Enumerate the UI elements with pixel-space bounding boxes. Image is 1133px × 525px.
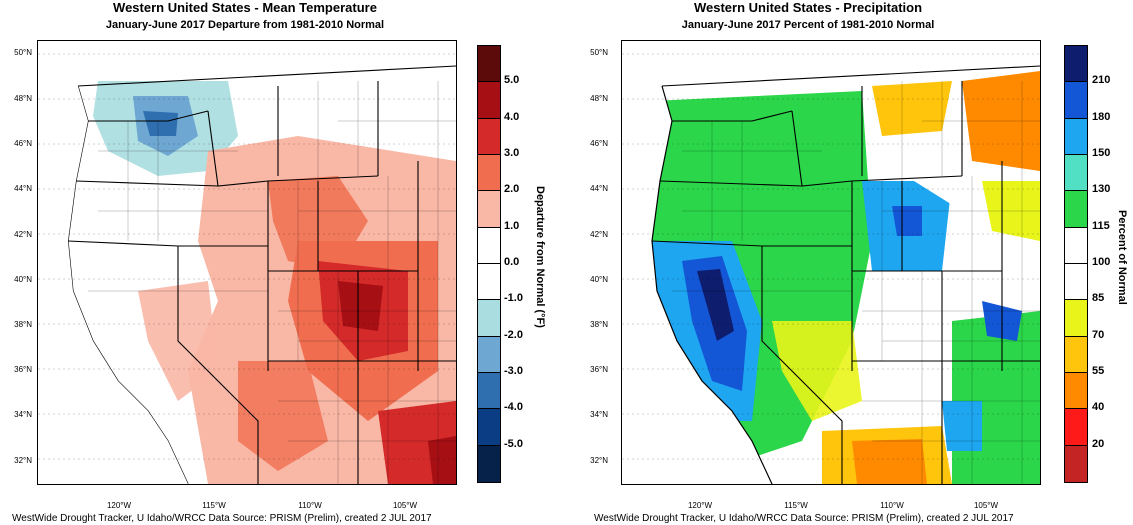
temperature-colorbar-swatch: [478, 154, 500, 192]
precipitation-state-borders: [651, 65, 1040, 484]
temperature-colorbar-swatch: [478, 263, 500, 301]
lon-label: 115°W: [202, 501, 226, 510]
precipitation-legend-tick: 40: [1092, 401, 1105, 414]
precipitation-colorbar-swatch: [1065, 154, 1087, 192]
precipitation-credit: WestWide Drought Tracker, U Idaho/WRCC D…: [594, 513, 1014, 524]
lat-label: 50°N: [590, 48, 608, 57]
lat-label: 40°N: [590, 275, 608, 284]
temperature-panel: Western United States - Mean Temperature…: [0, 0, 566, 525]
precipitation-colorbar: [1064, 45, 1088, 483]
precipitation-colorbar-swatch: [1065, 46, 1087, 83]
precipitation-coastline: [651, 85, 773, 484]
precipitation-colorbar-swatch: [1065, 191, 1087, 228]
temperature-legend-tick: -3.0: [504, 365, 523, 377]
precipitation-colorbar-swatch: [1065, 372, 1087, 410]
lat-label: 36°N: [590, 365, 608, 374]
lat-label: 50°N: [14, 48, 32, 57]
precipitation-legend-tick: 180: [1092, 110, 1111, 123]
temperature-colorbar-swatch: [478, 227, 500, 264]
precipitation-legend-tick: 150: [1092, 147, 1111, 159]
temperature-legend-tick: 5.0: [504, 74, 520, 87]
precipitation-legend-tick: 70: [1092, 328, 1105, 341]
precipitation-colorbar-swatch: [1065, 118, 1087, 155]
lat-label: 42°N: [14, 230, 32, 239]
lon-label: 110°W: [298, 501, 322, 510]
precipitation-map: [621, 40, 1041, 485]
temperature-county-lines: [88, 81, 456, 484]
temperature-title: Western United States - Mean Temperature: [113, 0, 377, 15]
precipitation-colorbar-swatch: [1065, 336, 1087, 373]
lat-label: 44°N: [14, 184, 32, 193]
temperature-legend-tick: 1.0: [504, 219, 520, 232]
temperature-legend-tick: 4.0: [504, 110, 520, 123]
temperature-colorbar-swatch: [478, 118, 500, 155]
temperature-state-borders: [67, 65, 456, 484]
lat-label: 32°N: [14, 456, 32, 465]
lon-label: 120°W: [687, 501, 713, 510]
precipitation-subtitle: January-June 2017 Percent of 1981-2010 N…: [681, 19, 935, 31]
temperature-credit: WestWide Drought Tracker, U Idaho/WRCC D…: [12, 513, 432, 524]
precipitation-panel: Western United States - Precipitation Ja…: [566, 0, 1133, 525]
temperature-legend-tick: 2.0: [504, 183, 520, 196]
lon-label: 105°W: [392, 501, 418, 510]
temperature-colorbar: [477, 45, 501, 483]
precipitation-legend-tick: 85: [1092, 292, 1105, 305]
temperature-colorbar-swatch: [478, 82, 500, 119]
temperature-legend-tick: -1.0: [504, 292, 523, 305]
lat-label: 42°N: [590, 230, 608, 239]
precipitation-legend-label: Percent of Normal: [1116, 210, 1128, 305]
temperature-legend-tick: 3.0: [504, 147, 520, 159]
lon-label: 110°W: [880, 501, 904, 510]
lat-label: 38°N: [590, 320, 608, 329]
precipitation-legend-tick: 100: [1092, 256, 1111, 268]
lon-label: 105°W: [973, 501, 999, 510]
precipitation-legend-tick: 20: [1092, 437, 1105, 450]
temperature-colorbar-swatch: [478, 46, 500, 83]
temperature-colorbar-swatch: [478, 336, 500, 373]
precipitation-colorbar-swatch: [1065, 82, 1087, 119]
lat-label: 44°N: [590, 184, 608, 193]
lat-label: 32°N: [590, 456, 608, 465]
precipitation-colorbar-swatch: [1065, 300, 1087, 337]
temperature-legend-tick: -5.0: [504, 437, 523, 450]
lat-label: 34°N: [590, 410, 608, 419]
temperature-map: [37, 40, 457, 485]
temperature-legend-tick: 0.0: [504, 256, 520, 268]
precipitation-colorbar-swatch: [1065, 445, 1087, 482]
temperature-colorbar-swatch: [478, 445, 500, 482]
precipitation-colorbar-swatch: [1065, 263, 1087, 301]
lat-label: 46°N: [14, 139, 32, 148]
lat-label: 38°N: [14, 320, 32, 329]
temperature-colorbar-swatch: [478, 300, 500, 337]
lat-label: 46°N: [590, 139, 608, 148]
precipitation-fill: [647, 71, 1040, 484]
lon-label: 120°W: [106, 501, 132, 510]
lat-label: 36°N: [14, 365, 32, 374]
temperature-subtitle: January-June 2017 Departure from 1981-20…: [105, 19, 385, 31]
precipitation-legend-tick: 130: [1092, 183, 1111, 196]
temperature-colorbar-swatch: [478, 409, 500, 446]
lat-label: 34°N: [14, 410, 32, 419]
precipitation-county-lines: [672, 81, 1040, 484]
lat-label: 48°N: [590, 94, 608, 103]
temperature-anomaly-fill: [93, 81, 456, 484]
lat-label: 48°N: [14, 94, 32, 103]
precipitation-colorbar-swatch: [1065, 227, 1087, 264]
precipitation-legend-tick: 115: [1092, 219, 1110, 232]
precipitation-legend-tick: 210: [1092, 74, 1111, 87]
precipitation-legend-tick: 55: [1092, 365, 1105, 377]
temperature-legend-tick: -4.0: [504, 401, 523, 414]
precipitation-title: Western United States - Precipitation: [693, 0, 923, 15]
temperature-legend-tick: -2.0: [504, 328, 523, 341]
lat-label: 40°N: [14, 275, 32, 284]
precipitation-colorbar-swatch: [1065, 409, 1087, 446]
lon-label: 115°W: [784, 501, 808, 510]
temperature-colorbar-swatch: [478, 372, 500, 410]
temperature-legend-label: Departure from Normal (°F): [534, 186, 546, 328]
temperature-colorbar-swatch: [478, 191, 500, 228]
